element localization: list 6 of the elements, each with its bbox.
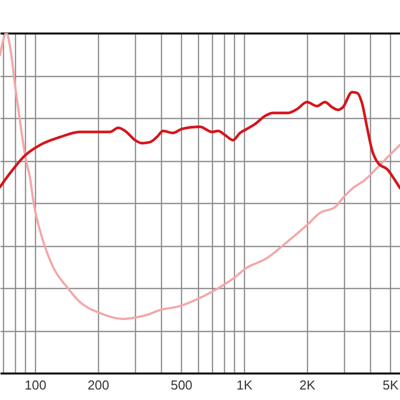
x-tick-label: 5K [382,378,399,392]
x-tick-label: 100 [24,378,46,392]
x-tick-label: 1K [236,378,253,392]
x-tick-label: 500 [170,378,192,392]
x-tick-label: 200 [88,378,110,392]
x-tick-label: 2K [299,378,316,392]
